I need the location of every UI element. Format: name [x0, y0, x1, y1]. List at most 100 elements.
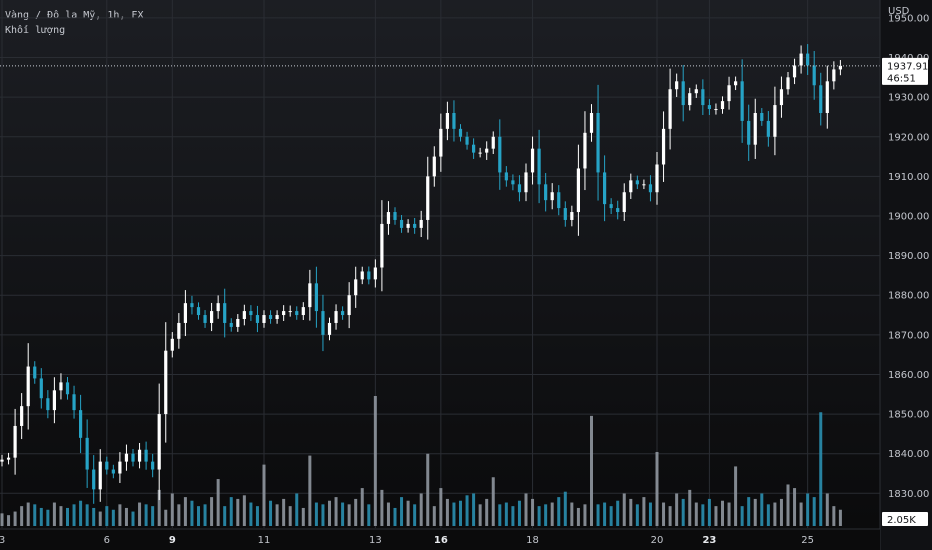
- volume-bar: [301, 507, 305, 526]
- x-tick-label: 23: [702, 535, 716, 546]
- candle-body: [131, 453, 135, 462]
- volume-bar: [753, 498, 757, 526]
- candle-body: [347, 295, 351, 316]
- volume-bar: [799, 502, 803, 526]
- candle-body: [85, 437, 89, 470]
- volume-bar: [439, 488, 443, 526]
- volume-bar: [360, 488, 364, 526]
- candle-body: [164, 350, 168, 415]
- volume-bar: [262, 464, 266, 526]
- candle-body: [458, 128, 463, 137]
- x-tick-label: 6: [104, 535, 110, 546]
- candle-body: [517, 184, 522, 193]
- candle-body: [478, 152, 482, 154]
- candle-body: [255, 315, 260, 323]
- candle-body: [675, 81, 679, 90]
- x-tick-label: 25: [801, 535, 814, 546]
- candle-body: [26, 366, 30, 407]
- volume-bar: [328, 500, 331, 526]
- candle-body: [321, 311, 325, 335]
- candle-body: [137, 449, 142, 462]
- volume-bar: [13, 511, 17, 526]
- symbol-title[interactable]: Vàng / Đô la Mỹ, 1h, FX: [5, 10, 144, 21]
- volume-bar: [255, 506, 259, 526]
- volume-bar: [648, 502, 652, 526]
- volume-bar: [838, 509, 842, 526]
- candle-body: [98, 461, 102, 490]
- candle-body: [779, 89, 784, 106]
- candle-body: [203, 315, 207, 323]
- candle-body: [216, 303, 220, 312]
- volume-bar: [550, 502, 554, 526]
- candle-body: [262, 315, 266, 323]
- volume-bar: [419, 493, 423, 526]
- volume-bar: [766, 504, 770, 526]
- candle-body: [714, 109, 718, 111]
- x-tick-label: 20: [651, 535, 664, 546]
- candle-body: [511, 180, 515, 185]
- candle-body: [694, 89, 698, 94]
- y-tick-label: 1860.00: [888, 370, 929, 381]
- candle-body: [229, 322, 233, 327]
- candle-body: [183, 303, 187, 323]
- volume-bar: [668, 506, 672, 526]
- candle-body: [681, 81, 685, 106]
- price-tag: [882, 57, 928, 85]
- volume-bar: [105, 506, 109, 526]
- volume-bar: [465, 495, 469, 526]
- volume-bar: [210, 497, 214, 526]
- candle-body: [327, 322, 332, 335]
- candle-body: [308, 283, 312, 308]
- candle-body: [563, 208, 567, 220]
- volume-bar: [46, 509, 50, 526]
- y-tick-label: 1920.00: [888, 132, 929, 143]
- volume-bar: [33, 504, 37, 526]
- candle-body: [445, 113, 449, 129]
- candle-body: [465, 136, 469, 145]
- candle-body: [92, 469, 96, 490]
- candle-body: [406, 223, 410, 228]
- candle-body: [72, 394, 76, 411]
- candle-body: [236, 319, 240, 327]
- volume-bar: [485, 498, 489, 526]
- volume-indicator-label[interactable]: Khối lượng: [5, 25, 66, 36]
- volume-bar: [563, 491, 567, 526]
- candle-body: [399, 219, 404, 228]
- volume-bar: [576, 507, 580, 526]
- candle-body: [537, 148, 541, 185]
- volume-bar: [806, 493, 810, 526]
- candle-body: [557, 192, 561, 209]
- volume-bar: [190, 500, 194, 526]
- volume-bar: [701, 504, 705, 526]
- candle-body: [799, 53, 803, 66]
- candle-body: [786, 77, 790, 90]
- candle-body: [65, 382, 70, 395]
- volume-bar: [144, 504, 148, 526]
- volume-bar: [242, 495, 246, 526]
- volume-bar: [341, 502, 345, 526]
- volume-bar: [98, 511, 102, 526]
- candle-body: [792, 65, 797, 78]
- volume-bar: [779, 498, 783, 526]
- x-tick-label: 9: [169, 535, 176, 546]
- volume-bar: [557, 497, 561, 526]
- price-axis-panel[interactable]: [880, 0, 932, 550]
- time-axis-panel[interactable]: [0, 529, 880, 550]
- volume-bar: [164, 509, 168, 526]
- volume-bar: [590, 415, 593, 526]
- volume-bar: [832, 506, 836, 526]
- volume-bar: [85, 504, 89, 526]
- candle-body: [223, 303, 227, 323]
- volume-bar: [478, 504, 482, 526]
- candle-body: [249, 311, 253, 316]
- candle-body: [268, 315, 273, 319]
- volume-bar: [504, 502, 508, 526]
- volume-bar: [688, 489, 692, 526]
- volume-bar: [367, 504, 371, 526]
- y-tick-label: 1950.00: [888, 13, 929, 24]
- candle-body: [530, 148, 535, 173]
- volume-bar: [524, 493, 528, 526]
- candle-body: [452, 113, 456, 129]
- volume-bar: [282, 498, 286, 526]
